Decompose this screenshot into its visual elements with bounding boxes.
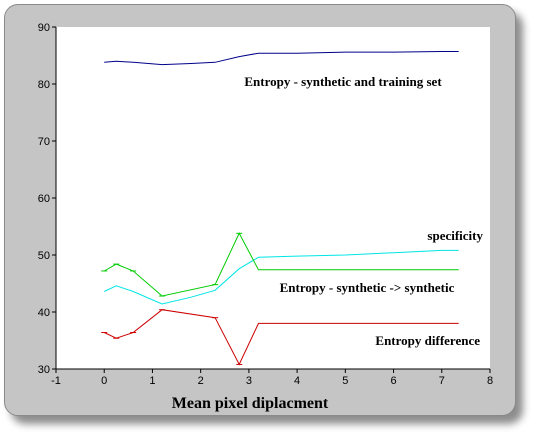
label-entropy-synthetic: Entropy - synthetic -> synthetic [280, 280, 455, 295]
y-tick-label: 50 [38, 250, 50, 262]
series-2 [103, 249, 459, 305]
x-tick-label: 1 [149, 375, 155, 387]
y-tick-label: 90 [38, 22, 50, 34]
plot-area [56, 27, 490, 369]
series-line [104, 51, 459, 66]
x-tick-label: -1 [51, 375, 61, 387]
label-entropy-difference: Entropy difference [375, 333, 480, 348]
x-tick-label: 3 [246, 375, 252, 387]
x-axis-title: Mean pixel diplacment [172, 395, 329, 412]
series-layer [101, 51, 459, 366]
x-tick-label: 7 [439, 375, 445, 387]
x-tick-label: 0 [101, 375, 107, 387]
x-tick-label: 4 [294, 375, 300, 387]
series-4 [101, 309, 459, 366]
series-1 [104, 51, 459, 66]
y-tick-label: 30 [38, 364, 50, 376]
series-3 [101, 232, 459, 297]
label-specificity: specificity [427, 228, 483, 243]
y-tick-label: 40 [38, 307, 50, 319]
y-tick-label: 70 [38, 136, 50, 148]
axes: -1 0 1 2 3 4 5 6 7 8 30 40 50 60 70 80 90 [38, 22, 493, 387]
x-tick-label: 2 [198, 375, 204, 387]
x-tick-label: 5 [342, 375, 348, 387]
series-line [103, 232, 459, 297]
series-line [103, 309, 459, 366]
y-tick-label: 80 [38, 79, 50, 91]
label-entropy-training: Entropy - synthetic and training set [244, 74, 442, 89]
y-tick-label: 60 [38, 193, 50, 205]
series-line [103, 249, 459, 305]
x-tick-label: 8 [487, 375, 493, 387]
x-tick-label: 6 [390, 375, 396, 387]
